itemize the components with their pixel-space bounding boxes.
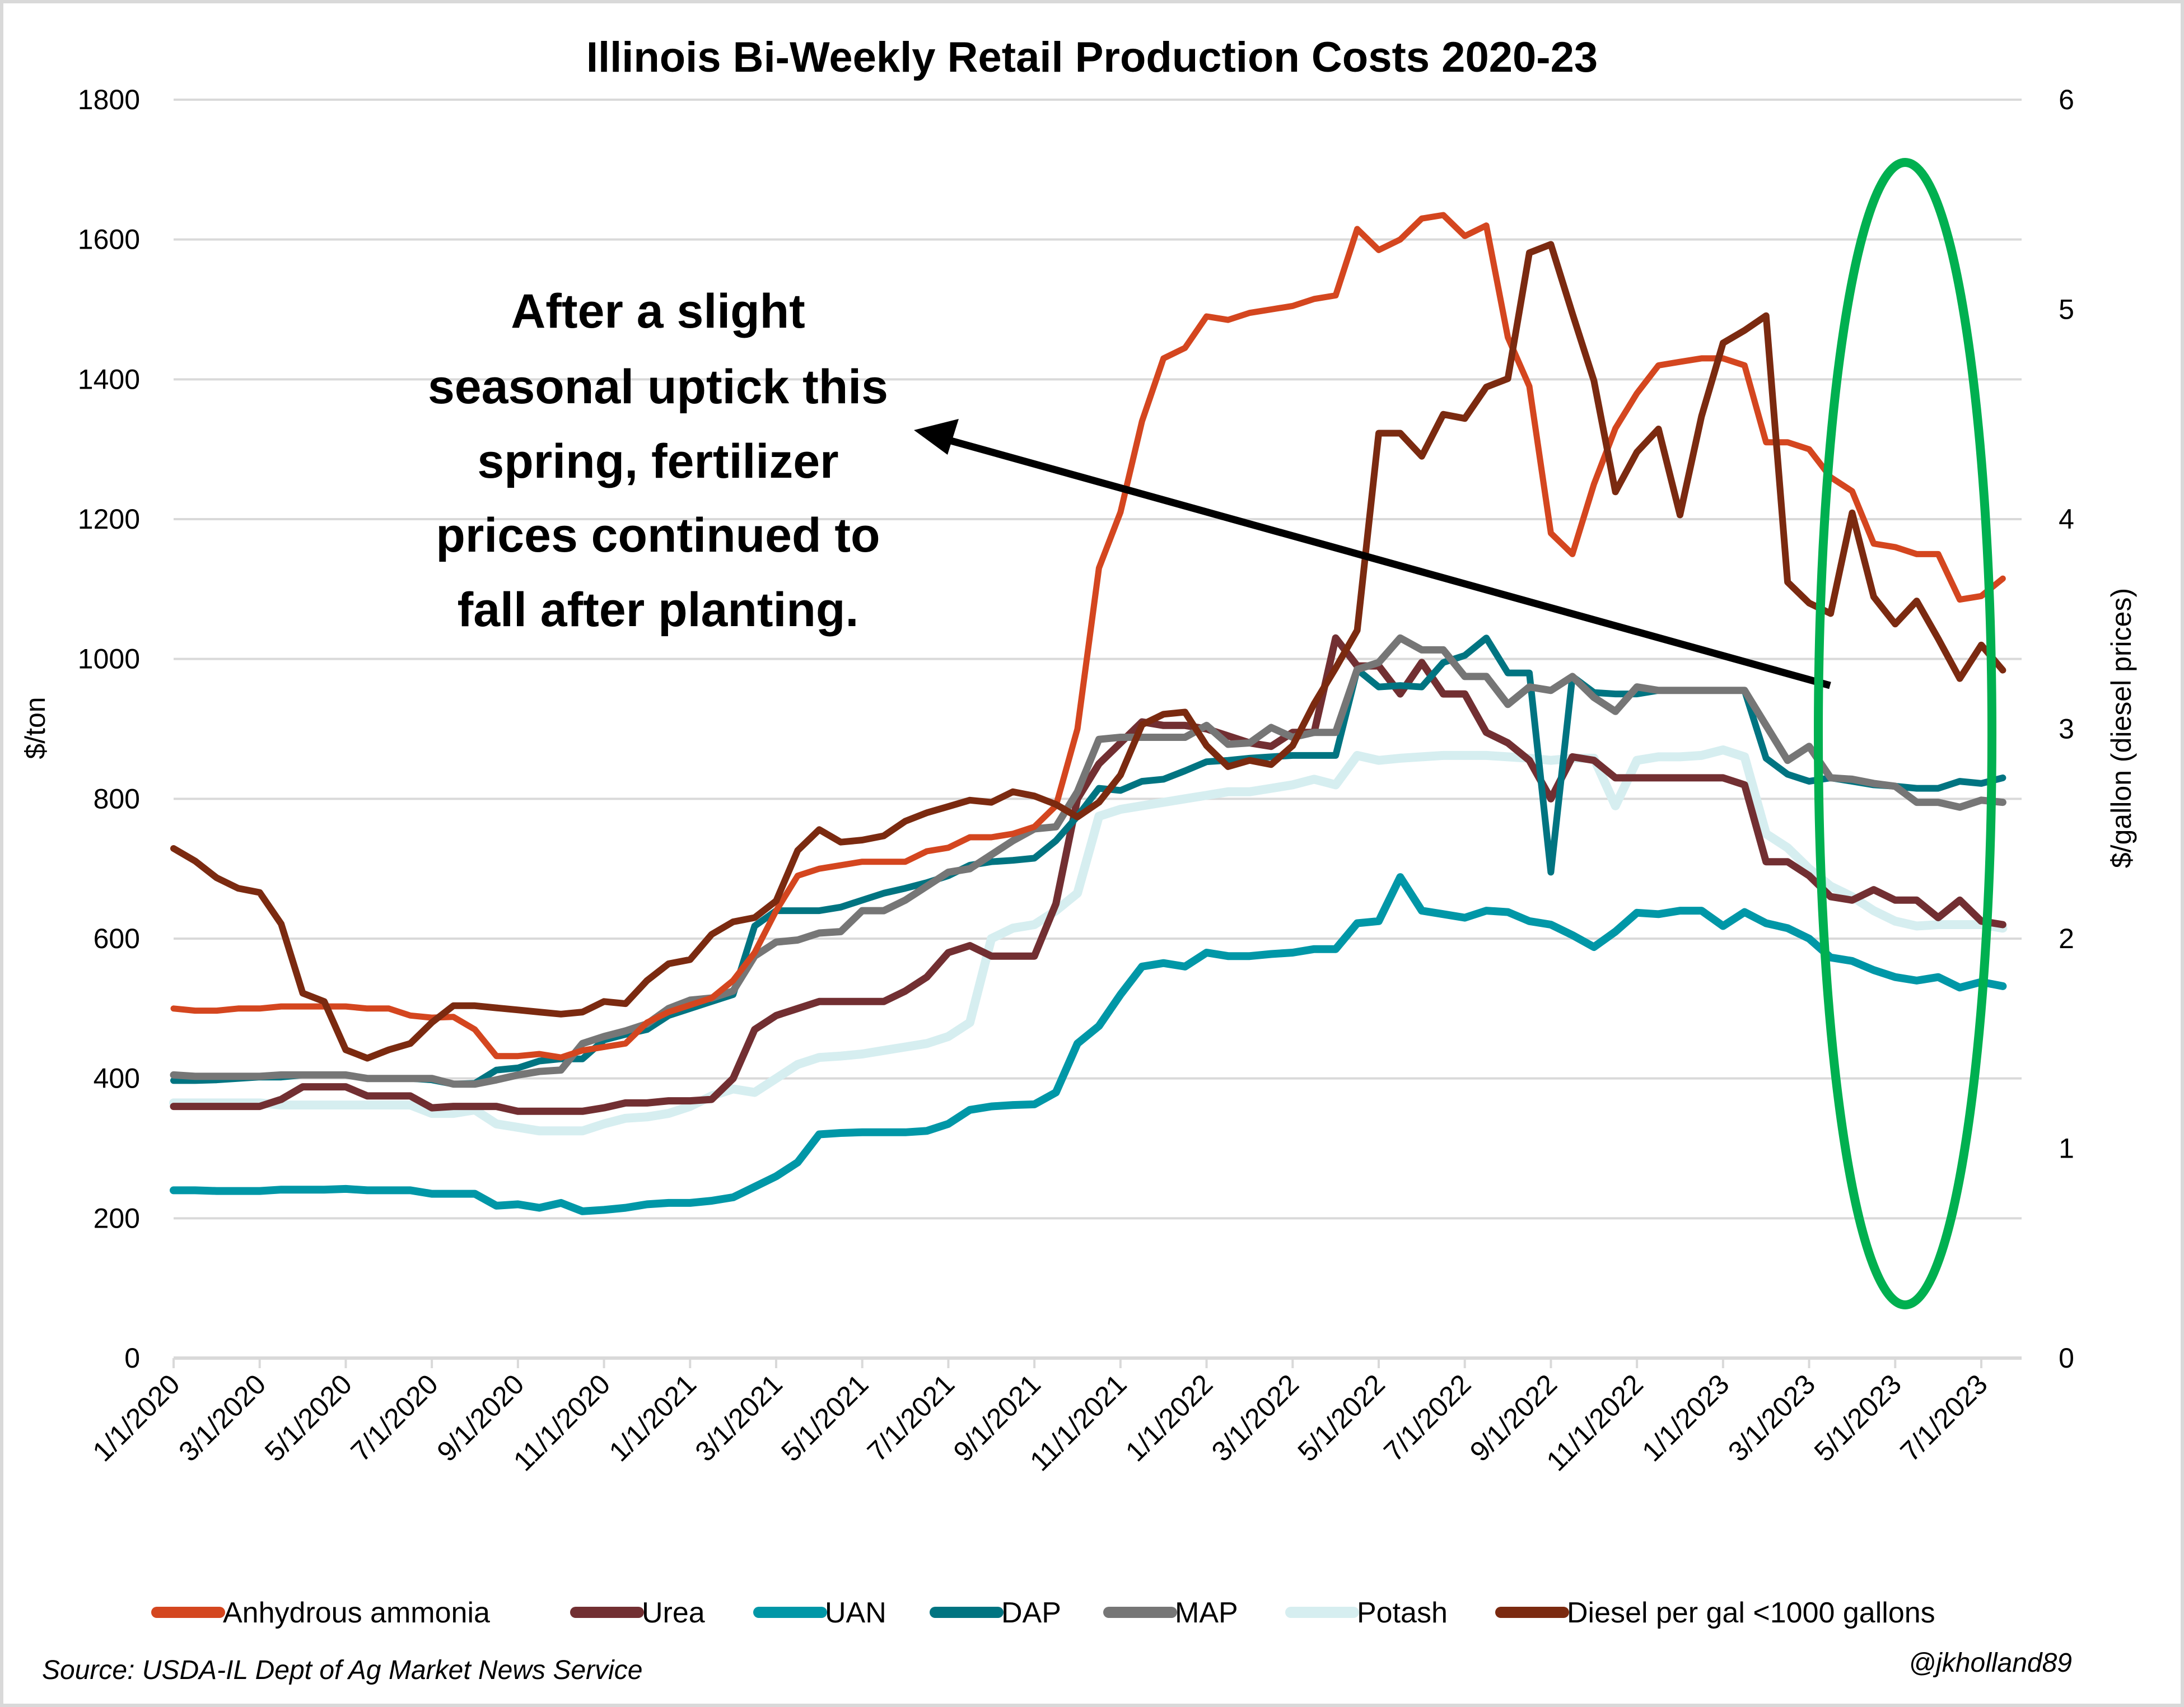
y-tick-label: 600 <box>94 923 140 954</box>
x-tick-label: 3/1/2020 <box>172 1368 272 1467</box>
y2-tick-label: 0 <box>2059 1342 2074 1374</box>
y-axis-label: $/ton <box>20 697 51 759</box>
credit-handle: @jkholland89 <box>1908 1648 2072 1678</box>
annotation-line-2: seasonal uptick this <box>428 360 888 414</box>
y-tick-label: 400 <box>94 1063 140 1094</box>
annotation-line-5: fall after planting. <box>458 583 859 637</box>
x-tick-label: 1/1/2023 <box>1636 1368 1735 1467</box>
legend-label: MAP <box>1175 1597 1238 1629</box>
x-tick-label: 5/1/2022 <box>1292 1368 1391 1467</box>
x-tick-label: 7/1/2020 <box>345 1368 444 1467</box>
x-tick-label: 3/1/2021 <box>689 1368 788 1467</box>
y-axis-left: 0 200 400 600 800 1000 1200 1400 1600 1800 <box>78 84 140 1374</box>
x-tick-label: 7/1/2021 <box>861 1368 960 1467</box>
chart-title: Illinois Bi-Weekly Retail Production Cos… <box>586 34 1598 81</box>
series-line-anhydrous-ammonia <box>170 212 2006 1061</box>
annotation-line-4: prices continued to <box>436 509 880 562</box>
y-tick-label: 1600 <box>78 224 140 255</box>
legend-label: Urea <box>642 1597 705 1629</box>
x-tick-label: 7/1/2022 <box>1378 1368 1477 1467</box>
x-tick-label: 5/1/2020 <box>259 1368 358 1467</box>
x-tick-label: 3/1/2023 <box>1722 1368 1821 1467</box>
y2-tick-label: 6 <box>2059 84 2074 115</box>
legend-label: DAP <box>1001 1597 1061 1629</box>
highlight-ellipse <box>1814 158 1996 1309</box>
annotation-line-1: After a slight <box>511 284 805 338</box>
y2-tick-label: 3 <box>2059 713 2074 745</box>
x-tick-label: 7/1/2023 <box>1894 1368 1994 1467</box>
x-axis: 1/1/20203/1/20205/1/20207/1/20209/1/2020… <box>87 1358 1994 1477</box>
y2-tick-label: 4 <box>2059 503 2074 535</box>
y-tick-label: 1400 <box>78 363 140 395</box>
y-tick-label: 1000 <box>78 643 140 675</box>
annotation-arrow-shaft <box>940 434 1831 689</box>
legend-label: Anhydrous ammonia <box>223 1597 490 1629</box>
x-tick-label: 1/1/2021 <box>603 1368 702 1467</box>
series-line-diesel-per-gal-1000-gallons <box>170 241 2006 1062</box>
y-axis-right: 0 1 2 3 4 5 6 <box>2059 84 2074 1374</box>
legend: Anhydrous ammonia Urea UAN DAP MAP Potash Dies… <box>151 1597 1935 1629</box>
y-tick-label: 0 <box>124 1342 140 1374</box>
series-line-map <box>170 634 2006 1088</box>
series-line-urea <box>170 634 2006 1115</box>
series-group <box>169 212 2008 1215</box>
x-tick-label: 3/1/2022 <box>1206 1368 1305 1467</box>
y2-tick-label: 1 <box>2059 1133 2074 1164</box>
series-line-uan <box>170 873 2007 1215</box>
x-tick-label: 1/1/2020 <box>87 1368 186 1467</box>
series-line-potash <box>169 745 2008 1136</box>
y-tick-label: 1800 <box>78 84 140 115</box>
y2-axis-label: $/gallon (diesel prices) <box>2106 588 2137 868</box>
y-tick-label: 200 <box>94 1202 140 1234</box>
y2-tick-label: 5 <box>2059 294 2074 325</box>
annotation: After a slight seasonal uptick this spri… <box>428 158 1996 1309</box>
x-tick-label: 5/1/2023 <box>1808 1368 1907 1467</box>
annotation-arrow-head <box>914 419 959 455</box>
legend-label: Diesel per gal <1000 gallons <box>1567 1597 1935 1629</box>
x-tick-label: 5/1/2021 <box>775 1368 874 1467</box>
annotation-line-3: spring, fertilizer <box>477 435 838 488</box>
y2-tick-label: 2 <box>2059 923 2074 954</box>
y-tick-label: 800 <box>94 783 140 814</box>
legend-label: UAN <box>825 1597 886 1629</box>
y-tick-label: 1200 <box>78 503 140 535</box>
x-tick-label: 1/1/2022 <box>1119 1368 1219 1467</box>
source-note: Source: USDA-IL Dept of Ag Market News S… <box>42 1655 642 1685</box>
gridlines <box>174 99 2022 1360</box>
legend-label: Potash <box>1357 1597 1448 1629</box>
